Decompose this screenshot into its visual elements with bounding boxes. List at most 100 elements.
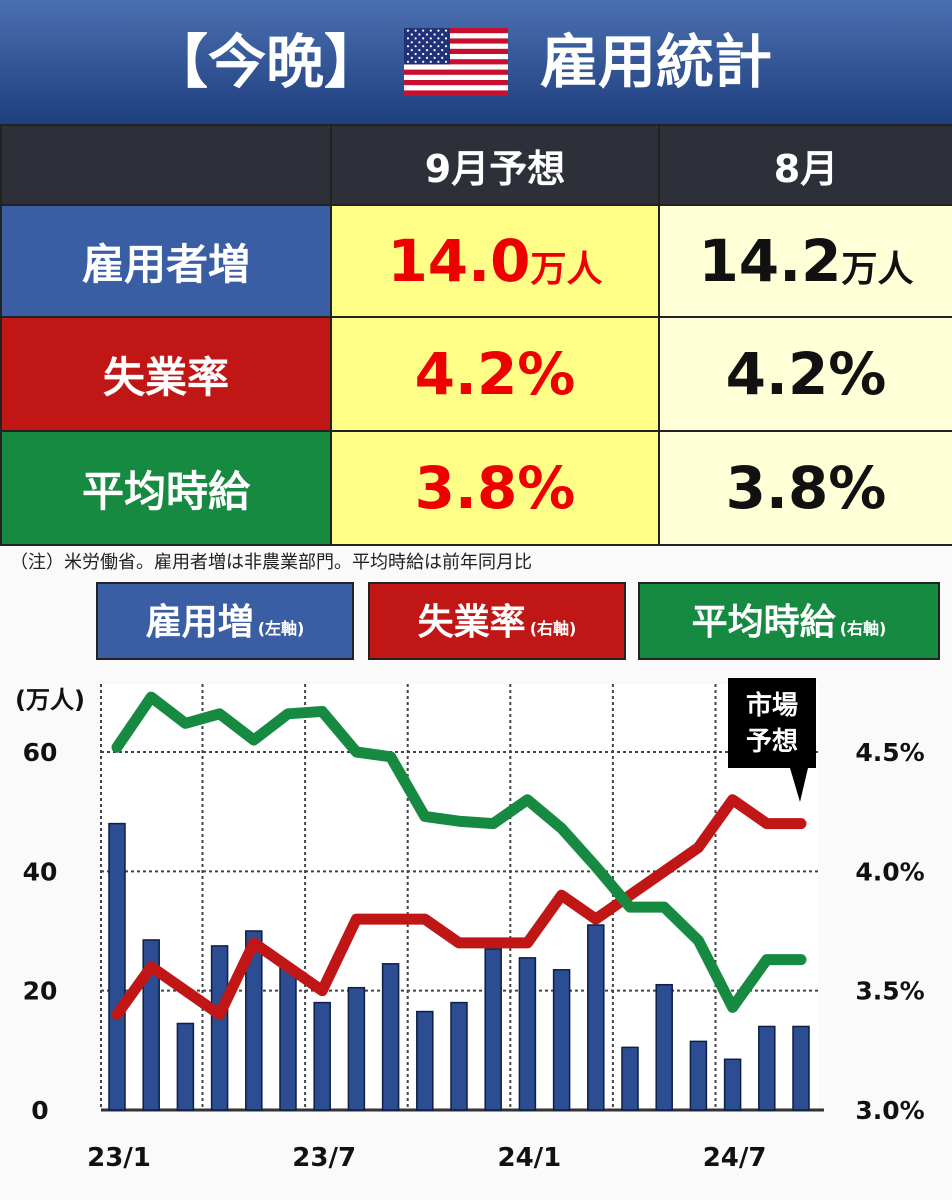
- bar-payrolls: [621, 1046, 639, 1111]
- flag-star: [429, 29, 432, 32]
- bar-payrolls: [689, 1040, 708, 1111]
- right-tick-label: 3.5%: [855, 977, 924, 1006]
- header-forecast: 9月予想: [330, 124, 660, 206]
- flag-star: [437, 29, 440, 32]
- forecast-table: 9月予想 8月 雇用者増 14.0万人 14.2万人 失業率 4.2% 4.2%…: [0, 124, 952, 546]
- previous-payrolls: 14.2万人: [658, 204, 952, 318]
- flag-star: [414, 29, 417, 32]
- flag-star: [422, 37, 425, 40]
- flag-star: [418, 41, 421, 44]
- legend-unemployment: 失業率 (右軸): [368, 582, 626, 660]
- right-tick-label: 4.0%: [855, 857, 924, 886]
- flag-star: [437, 37, 440, 40]
- flag-star: [441, 56, 444, 59]
- title-tonight: 【今晩】: [150, 28, 383, 96]
- forecast-payrolls-value: 14.0: [387, 227, 531, 295]
- forecast-payrolls-unit: 万人: [530, 249, 603, 290]
- bar-payrolls: [655, 983, 673, 1111]
- bar-payrolls: [108, 822, 126, 1111]
- title-bar: 【今晩】 雇用統計: [0, 0, 952, 124]
- forecast-payrolls: 14.0万人: [330, 204, 660, 318]
- legend-wages: 平均時給 (右軸): [638, 582, 940, 660]
- left-tick-label: 40: [23, 857, 58, 886]
- bar-payrolls: [450, 1001, 468, 1111]
- flag-star: [414, 37, 417, 40]
- flag-star: [444, 37, 448, 40]
- flag-star: [437, 60, 440, 63]
- previous-wages: 3.8%: [658, 430, 952, 546]
- bar-payrolls: [518, 957, 537, 1111]
- legend-wages-axis: (右軸): [839, 619, 887, 638]
- previous-payrolls-unit: 万人: [841, 249, 914, 290]
- flag-star: [429, 45, 432, 48]
- flag-star: [441, 41, 444, 44]
- flag-star: [406, 45, 410, 48]
- header-blank-cell: [0, 124, 332, 206]
- bar-payrolls: [245, 930, 263, 1111]
- flag-star: [437, 52, 440, 56]
- flag-star: [429, 60, 432, 63]
- table-row-wages: 平均時給 3.8% 3.8%: [0, 430, 952, 546]
- left-tick-label: 0: [31, 1096, 48, 1125]
- bar-payrolls: [142, 939, 160, 1111]
- flag-star: [433, 41, 436, 44]
- employment-chart: 0 20 40 60 (万人) 3.0% 3.5% 4.0% 4.5% 23/1 23/7 24/1 2…: [15, 678, 925, 1173]
- flag-star: [410, 56, 413, 59]
- us-flag-icon: [404, 28, 508, 96]
- flag-star: [418, 49, 421, 52]
- flag-star: [422, 60, 425, 63]
- flag-star: [444, 52, 448, 56]
- bar-payrolls: [552, 969, 571, 1111]
- flag-star: [425, 56, 429, 59]
- flag-star: [425, 41, 429, 44]
- forecast-callout: [728, 678, 816, 802]
- flag-star: [410, 33, 413, 36]
- flag-star: [444, 60, 448, 63]
- callout-line-2: 予想: [746, 727, 798, 757]
- flag-star: [418, 33, 421, 36]
- left-tick-label: 60: [23, 738, 58, 767]
- flag-star: [418, 56, 421, 59]
- flag-star: [437, 45, 440, 48]
- row-label-unemployment: 失業率: [0, 316, 332, 432]
- bar-payrolls: [484, 948, 502, 1111]
- x-tick-label: 24/7: [703, 1143, 767, 1173]
- left-axis-unit: (万人): [15, 686, 85, 714]
- x-tick-label: 23/1: [87, 1143, 151, 1173]
- previous-unemployment: 4.2%: [658, 316, 952, 432]
- title-employment-statistics: 雇用統計: [540, 28, 773, 96]
- flag-star: [444, 45, 448, 48]
- source-note: （注）米労働省。雇用者増は非農業部門。平均時給は前年同月比: [10, 552, 532, 573]
- right-tick-label: 3.0%: [855, 1096, 924, 1125]
- callout-line-1: 市場: [746, 690, 798, 721]
- previous-payrolls-value: 14.2: [698, 227, 842, 295]
- line-wages: [111, 691, 807, 1013]
- bar-payrolls: [279, 966, 297, 1111]
- flag-star: [406, 29, 410, 32]
- forecast-wages: 3.8%: [330, 430, 660, 546]
- flag-star: [414, 45, 417, 48]
- flag-star: [422, 52, 425, 56]
- x-tick-label: 24/1: [498, 1143, 562, 1173]
- bar-payrolls: [381, 963, 400, 1111]
- bar-payrolls: [587, 924, 605, 1111]
- flag-star: [444, 29, 448, 32]
- left-tick-label: 20: [23, 977, 58, 1006]
- bar-payrolls: [792, 1025, 810, 1111]
- legend-payrolls: 雇用増 (左軸): [96, 582, 354, 660]
- flag-star: [441, 49, 444, 52]
- flag-star: [433, 56, 436, 59]
- flag-star: [410, 49, 413, 52]
- flag-star: [406, 60, 410, 63]
- legend-unemployment-axis: (右軸): [529, 619, 577, 638]
- bar-payrolls: [347, 986, 366, 1111]
- flag-star: [422, 45, 425, 48]
- flag-star: [429, 37, 432, 40]
- right-tick-label: 4.5%: [855, 738, 924, 767]
- flag-star: [406, 37, 410, 40]
- flag-star: [433, 49, 436, 52]
- flag-star: [425, 33, 429, 36]
- legend-wages-name: 平均時給: [691, 602, 836, 643]
- bar-payrolls: [758, 1025, 776, 1111]
- header-previous: 8月: [658, 124, 952, 206]
